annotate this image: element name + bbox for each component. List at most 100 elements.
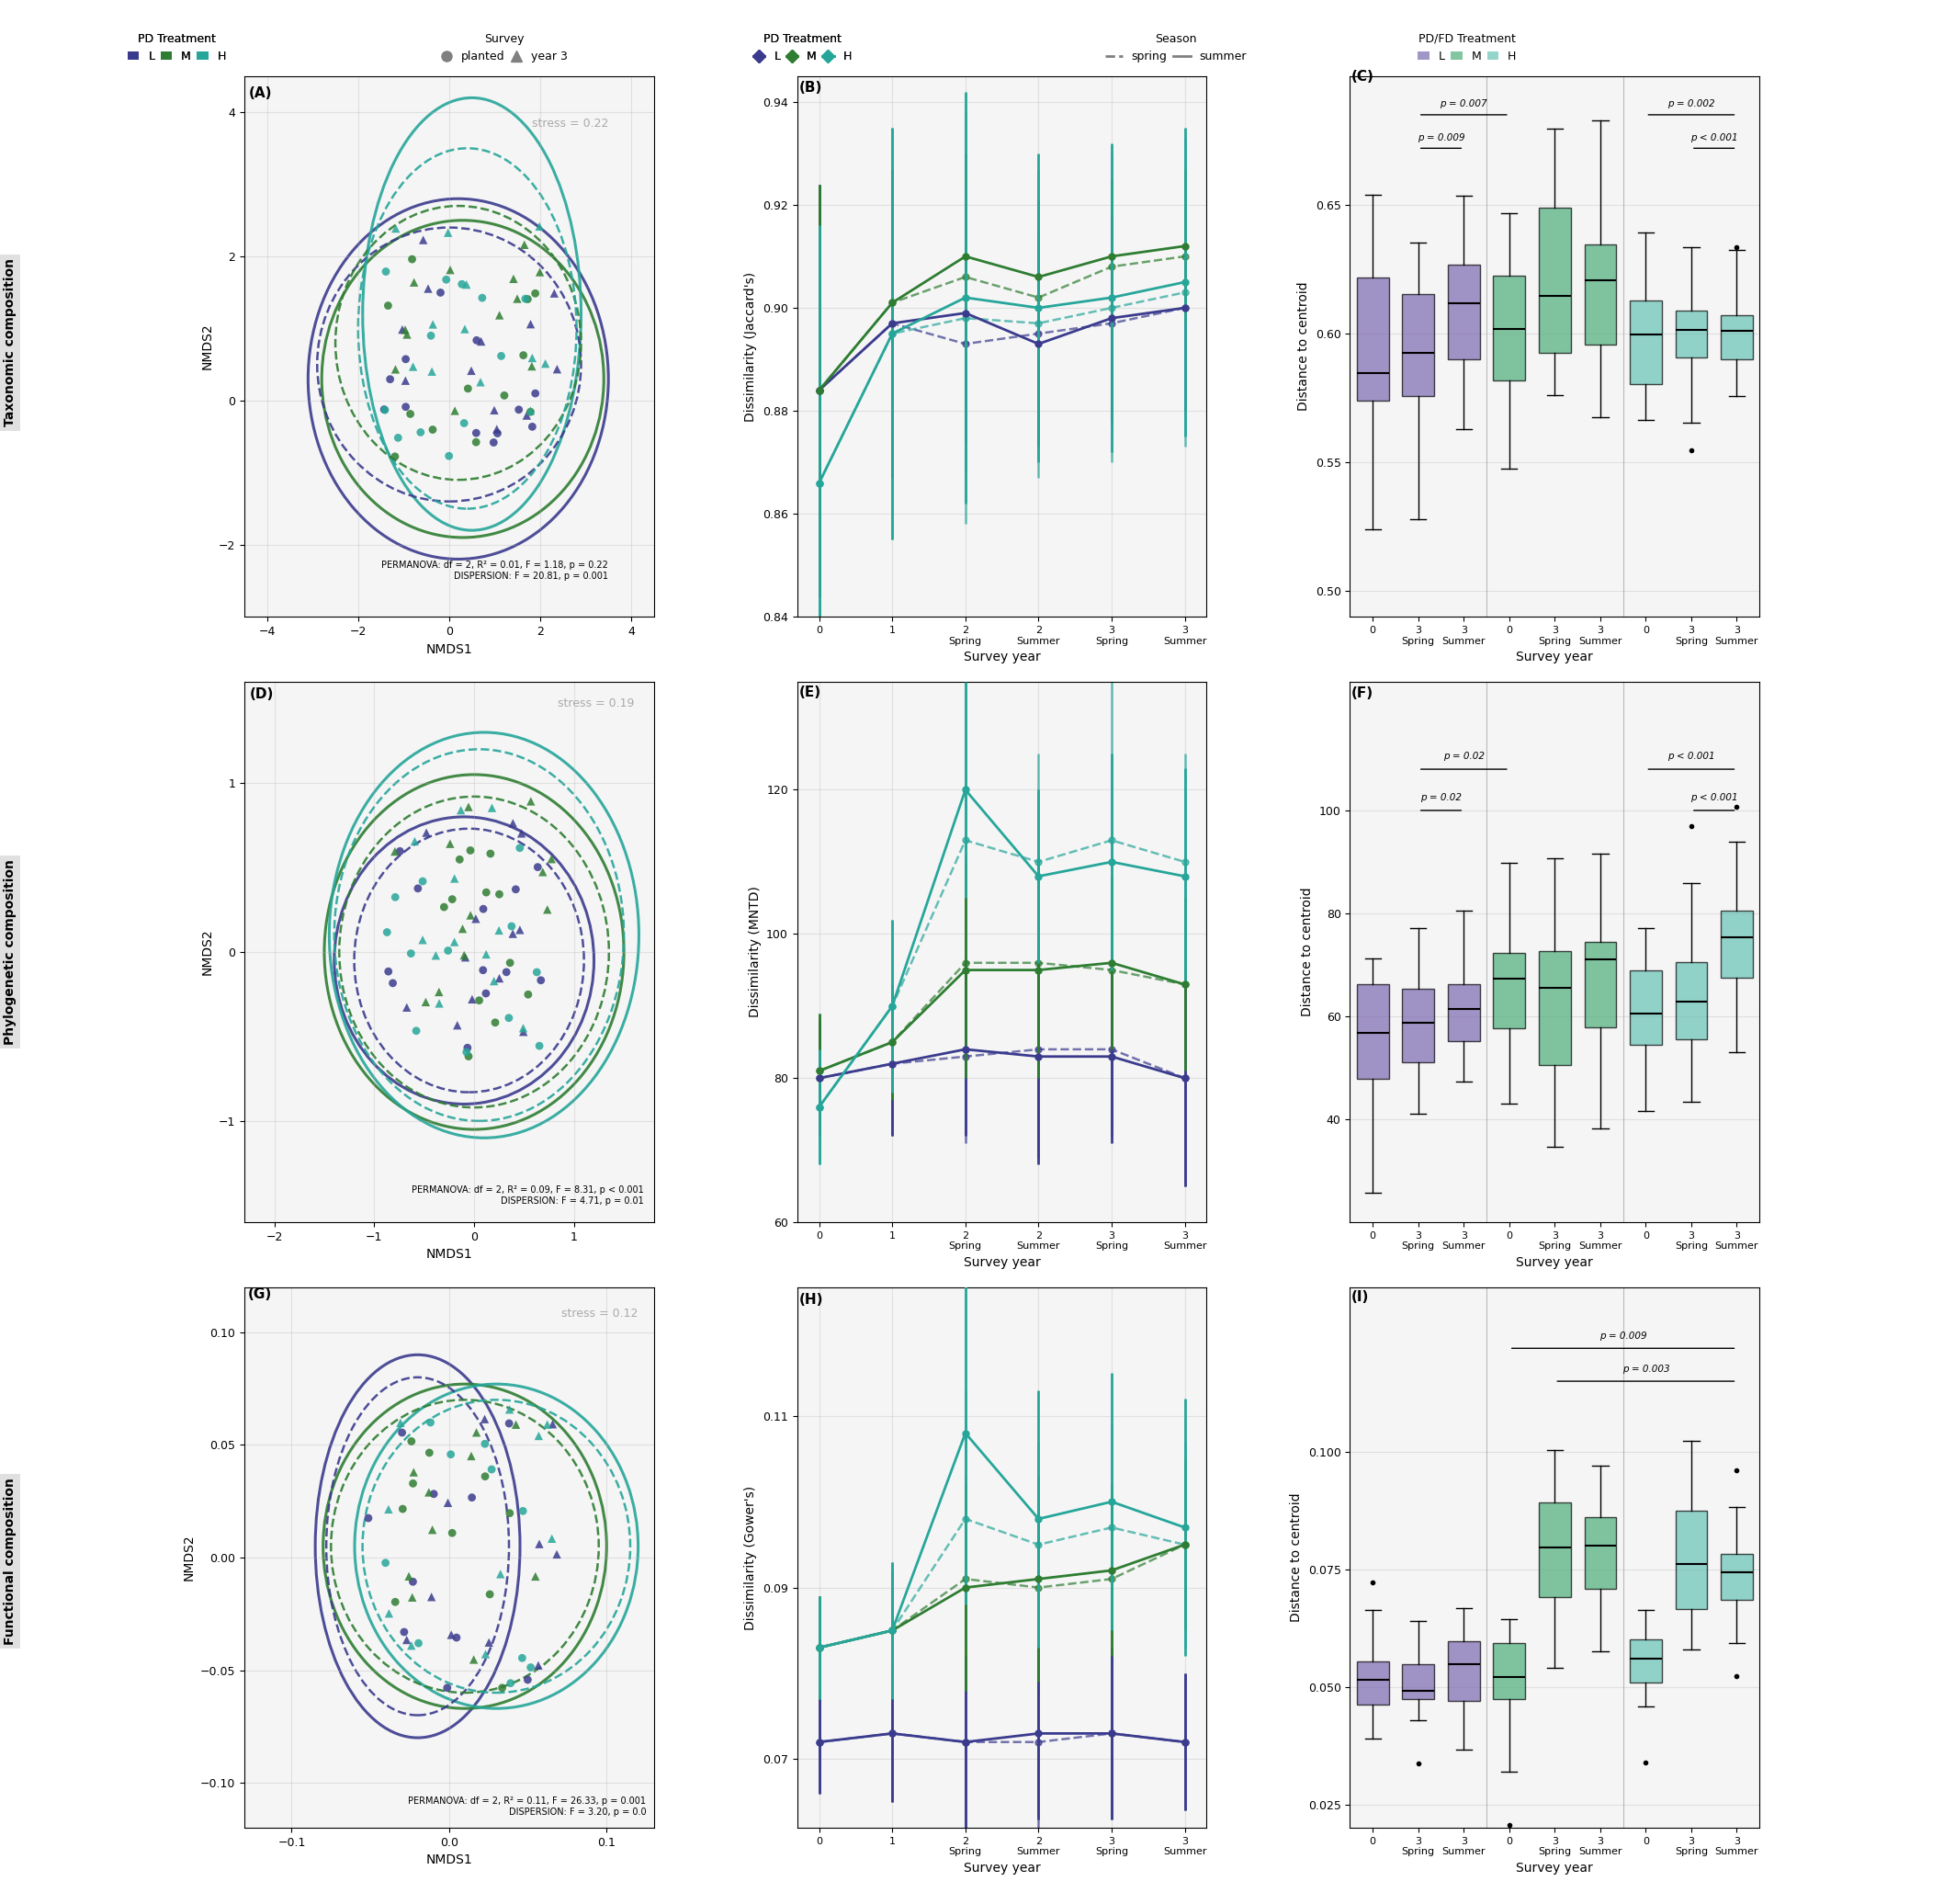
Text: stress = 0.12: stress = 0.12 (561, 1308, 637, 1319)
Point (397, 1468, 428, 1498)
Point (454, 792, 485, 823)
PathPatch shape (1402, 293, 1435, 396)
Point (471, 878, 502, 908)
Point (442, 1622, 473, 1653)
Point (495, 948, 526, 979)
Point (499, 263, 530, 293)
Point (542, 354, 573, 385)
Point (522, 851, 553, 882)
Point (508, 341, 540, 371)
Point (538, 1409, 569, 1439)
Point (428, 891, 459, 922)
Point (391, 320, 422, 350)
Point (399, 267, 430, 297)
Point (524, 1030, 555, 1061)
Point (414, 1407, 446, 1438)
Point (493, 1003, 524, 1034)
Point (430, 265, 461, 295)
X-axis label: Survey year: Survey year (1517, 1862, 1593, 1875)
Text: p < 0.001: p < 0.001 (1668, 752, 1715, 762)
Point (385, 836, 416, 866)
Point (416, 356, 448, 387)
Point (459, 904, 491, 935)
Point (477, 426, 508, 457)
Point (456, 1483, 487, 1514)
Point (424, 278, 456, 308)
Point (379, 836, 411, 866)
Point (473, 1628, 504, 1658)
Point (514, 396, 545, 426)
Point (479, 394, 510, 425)
Text: p = 0.007: p = 0.007 (1441, 99, 1488, 109)
Point (452, 1032, 483, 1062)
Point (465, 326, 497, 356)
PathPatch shape (1449, 265, 1480, 360)
PathPatch shape (1402, 1664, 1435, 1698)
Point (471, 939, 502, 969)
Y-axis label: NMDS2: NMDS2 (201, 929, 213, 975)
Point (495, 1498, 526, 1529)
Point (438, 927, 469, 958)
PathPatch shape (1630, 971, 1662, 1045)
Y-axis label: Dissimilarity (MNTD): Dissimilarity (MNTD) (749, 887, 760, 1017)
PathPatch shape (1539, 208, 1570, 354)
Point (516, 786, 547, 817)
Point (403, 874, 434, 904)
Point (536, 1523, 567, 1554)
Point (520, 379, 551, 409)
Point (479, 965, 510, 996)
Point (506, 1497, 538, 1527)
Point (457, 1645, 489, 1676)
PathPatch shape (1494, 952, 1525, 1028)
Point (452, 268, 483, 299)
Y-axis label: NMDS2: NMDS2 (201, 324, 213, 369)
Text: p = 0.002: p = 0.002 (1668, 99, 1715, 109)
Point (506, 819, 538, 849)
Point (508, 1017, 540, 1047)
Point (432, 935, 463, 965)
Point (526, 965, 557, 996)
Point (522, 1651, 553, 1681)
PathPatch shape (1584, 246, 1617, 345)
Point (436, 1620, 467, 1651)
Point (514, 1653, 545, 1683)
Point (389, 1616, 420, 1647)
Point (369, 394, 401, 425)
PathPatch shape (1675, 963, 1707, 1040)
Point (416, 308, 448, 339)
Y-axis label: Dissimilarity (Jaccard's): Dissimilarity (Jaccard's) (745, 272, 757, 421)
Point (456, 1441, 487, 1472)
Legend: spring, summer: spring, summer (1101, 29, 1251, 67)
Text: Taxonomic composition: Taxonomic composition (4, 259, 16, 426)
Point (516, 411, 547, 442)
Point (375, 364, 407, 394)
Point (524, 211, 555, 242)
Point (456, 901, 487, 931)
Point (475, 838, 506, 868)
Point (500, 874, 532, 904)
Point (446, 796, 477, 826)
Point (434, 828, 465, 859)
Point (352, 1502, 383, 1533)
Point (434, 440, 465, 470)
Point (504, 832, 536, 863)
Point (373, 956, 405, 986)
X-axis label: Survey year: Survey year (1517, 651, 1593, 664)
Point (414, 1438, 446, 1468)
Point (504, 914, 536, 944)
Text: (H): (H) (800, 1293, 823, 1308)
Point (385, 1407, 416, 1438)
Point (471, 979, 502, 1009)
Point (395, 398, 426, 428)
PathPatch shape (1675, 310, 1707, 358)
Point (485, 1559, 516, 1590)
Point (436, 1517, 467, 1548)
Point (456, 984, 487, 1015)
PathPatch shape (1720, 1554, 1754, 1599)
Point (401, 1015, 432, 1045)
Point (407, 925, 438, 956)
Point (377, 967, 409, 998)
Point (438, 863, 469, 893)
Point (395, 1426, 426, 1457)
Y-axis label: Distance to centroid: Distance to centroid (1298, 282, 1310, 411)
